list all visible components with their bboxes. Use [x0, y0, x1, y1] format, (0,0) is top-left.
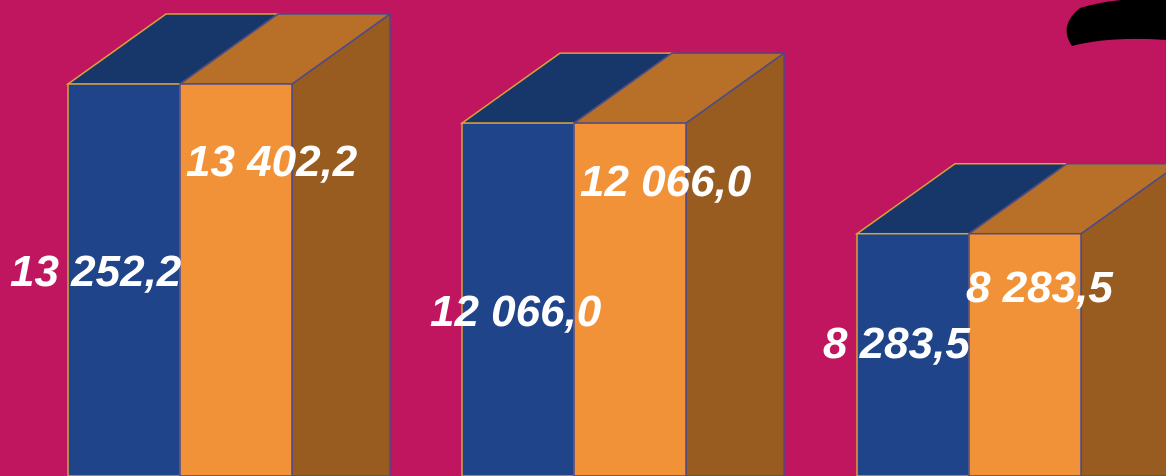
- bar-side-0: [291, 12, 391, 476]
- data-label-series-b-1: 12 066,0: [580, 157, 752, 206]
- bar-side-1: [685, 51, 785, 476]
- bar-series-a-1: [461, 122, 575, 476]
- bar-series-b-2: [968, 232, 1082, 476]
- bar-series-a-0: [67, 83, 181, 476]
- data-label-series-a-1: 12 066,0: [430, 287, 602, 336]
- data-label-series-a-0: 13 252,2: [10, 247, 182, 296]
- data-label-series-b-2: 8 283,5: [966, 263, 1113, 312]
- bar-series-a-2: [856, 232, 970, 476]
- bar-series-b-0: [179, 83, 293, 476]
- data-label-series-a-2: 8 283,5: [823, 319, 970, 368]
- decorative-swoosh: [1066, 0, 1166, 46]
- data-label-series-b-0: 13 402,2: [186, 137, 358, 186]
- bar-series-b-1: [573, 122, 687, 476]
